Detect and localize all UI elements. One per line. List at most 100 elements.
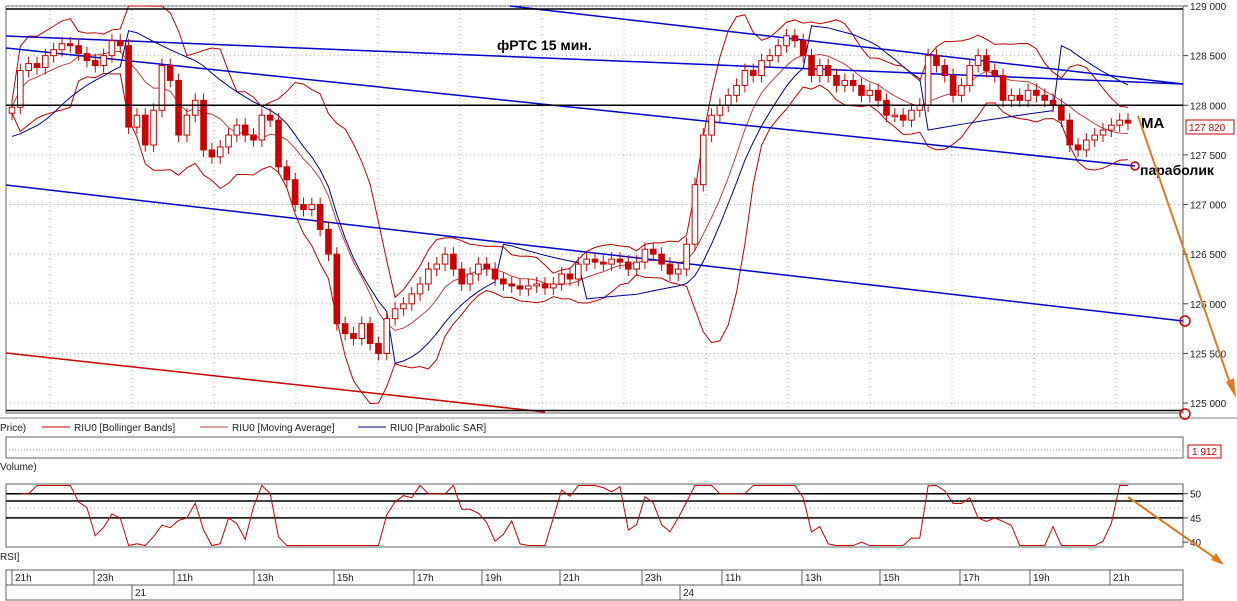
y-tick-label: 126 500 (1190, 250, 1227, 261)
candle-body (408, 293, 416, 305)
time-hour-label: 15h (337, 573, 354, 584)
time-hour-label: 21h (563, 573, 580, 584)
candle-body (158, 65, 166, 111)
y-tick-label: 129 000 (1190, 2, 1227, 13)
candle-body (941, 65, 949, 76)
y-tick-label: 127 500 (1190, 151, 1227, 162)
candle-body (58, 43, 66, 51)
candle-body (25, 63, 32, 72)
candle-body (433, 263, 441, 270)
legend-label: RIU0 [Moving Average] (232, 423, 335, 434)
candle-body (791, 35, 799, 42)
volume-panel-label: Volume) (0, 462, 37, 473)
candle-body (591, 258, 599, 263)
candle-body (233, 124, 241, 136)
candle-body (808, 55, 815, 76)
candle-body (1058, 104, 1065, 121)
candle-body (816, 65, 824, 76)
candle-body (1041, 94, 1049, 101)
candle-body (83, 53, 91, 62)
time-hour-label: 21h (15, 573, 32, 584)
time-hour-label: 17h (417, 573, 434, 584)
candle-body (1033, 89, 1040, 96)
bollinger-lower-band (11, 72, 1129, 405)
candle-body (316, 204, 324, 230)
candle-body (899, 114, 907, 121)
candle-body (691, 184, 699, 245)
candle-body (866, 89, 874, 96)
candle-body (533, 283, 540, 287)
rsi-panel-label: RSI] (0, 552, 20, 563)
candle-body (933, 55, 940, 67)
candle-body (291, 179, 299, 206)
candle-body (458, 268, 466, 285)
channel-top-line (509, 5, 1184, 85)
rsi-tick-label: 45 (1190, 514, 1202, 525)
rsi-series-line (20, 484, 1128, 547)
candle-body (1124, 119, 1132, 124)
candle-body (358, 323, 366, 340)
candle-body (1066, 119, 1074, 146)
y-tick-label: 127 000 (1190, 201, 1227, 212)
candle-body (566, 273, 574, 280)
candle-body (608, 258, 615, 265)
candle-body (1116, 119, 1123, 126)
candle-body (774, 45, 782, 57)
trend-support-line (5, 352, 546, 413)
candle-body (116, 40, 124, 47)
time-hour-label: 23h (645, 573, 662, 584)
candle-body (525, 285, 532, 290)
candle-body (266, 114, 274, 121)
y-tick-label: 126 000 (1190, 300, 1227, 311)
candle-body (250, 134, 257, 141)
candle-body (308, 204, 316, 211)
candle-body (275, 119, 282, 168)
candle-body (400, 303, 407, 310)
channel-mid-line (5, 47, 1136, 167)
candle-body (258, 114, 266, 141)
candle-body (75, 45, 82, 55)
channel-end-marker-low (1179, 408, 1191, 420)
candle-body (483, 263, 491, 270)
legend-price-label: Price) (0, 423, 26, 434)
candle-body (133, 114, 141, 128)
candle-body (491, 268, 499, 280)
candle-body (1074, 144, 1082, 151)
candle-body (708, 114, 715, 136)
candle-body (425, 268, 432, 285)
candle-body (716, 104, 724, 116)
current-price-box (1185, 119, 1235, 135)
forecast-arrow-price (1137, 115, 1234, 393)
candle-body (375, 343, 382, 354)
candle-body (1008, 94, 1015, 101)
forecast-arrowhead-rsi (1211, 553, 1224, 565)
volume-value-box (1187, 444, 1222, 459)
candle-body (325, 228, 332, 255)
candle-body (441, 253, 449, 265)
candle-body (241, 124, 249, 136)
candle-body (966, 65, 974, 86)
current-price-label: 127 820 (1189, 123, 1226, 134)
candle-body (466, 273, 474, 285)
price-legend: RIU0 [Bollinger Bands] RIU0 [Moving Avera… (42, 423, 486, 434)
y-tick-label: 125 500 (1190, 349, 1227, 360)
candle-body (958, 84, 965, 96)
candle-body (1016, 94, 1024, 101)
candle-body (583, 258, 590, 265)
candle-body (8, 106, 16, 114)
candle-body (999, 74, 1007, 101)
candle-body (91, 60, 99, 67)
candle-body (391, 308, 399, 320)
candle-body (649, 248, 657, 255)
candle-body (1083, 139, 1090, 151)
candle-body (949, 74, 957, 96)
candle-body (699, 134, 707, 186)
forecast-arrow-rsi (1127, 496, 1223, 564)
candle-body (333, 253, 341, 325)
legend-label: RIU0 [Parabolic SAR] (390, 423, 486, 434)
candle-body (766, 55, 774, 62)
candle-body (724, 94, 732, 106)
candle-body (600, 261, 607, 265)
candle-body (383, 318, 391, 354)
